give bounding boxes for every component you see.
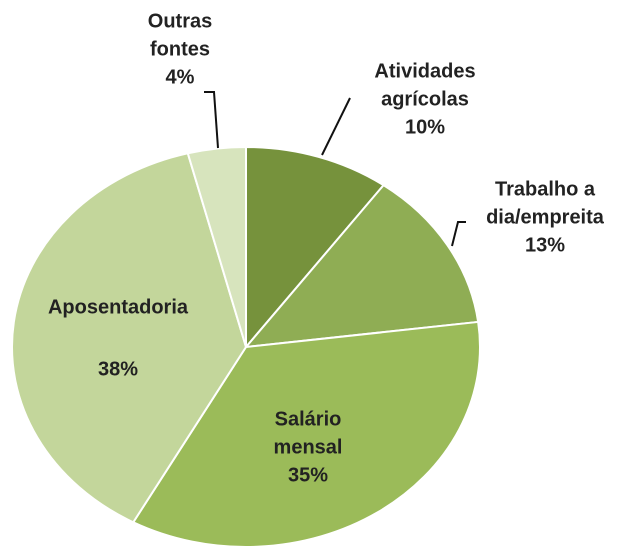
pie-slice — [243, 183, 480, 349]
slice-label: Outras — [148, 10, 212, 32]
slice-label: agrícolas — [381, 88, 469, 110]
slice-label: dia/empreita — [486, 206, 605, 228]
value-label: 38% — [98, 358, 138, 380]
slice-label: Trabalho a — [495, 178, 596, 200]
pie-slice — [11, 152, 248, 524]
value-label: 13% — [525, 234, 565, 256]
leader-line — [451, 221, 466, 247]
slice-label: fontes — [150, 38, 210, 60]
slice-label: Aposentadoria — [48, 296, 189, 318]
pie-slice — [131, 320, 481, 548]
pie-slice — [245, 145, 386, 350]
leader-line — [321, 97, 351, 156]
value-label: 35% — [288, 464, 328, 486]
slice-label: Atividades — [374, 60, 475, 82]
pie-slice — [186, 145, 247, 348]
value-label: 4% — [166, 66, 195, 88]
pie — [11, 145, 481, 548]
leader-line — [204, 91, 219, 149]
slice-label: mensal — [274, 436, 343, 458]
slice-label: Salário — [275, 408, 342, 430]
value-label: 10% — [405, 116, 445, 138]
